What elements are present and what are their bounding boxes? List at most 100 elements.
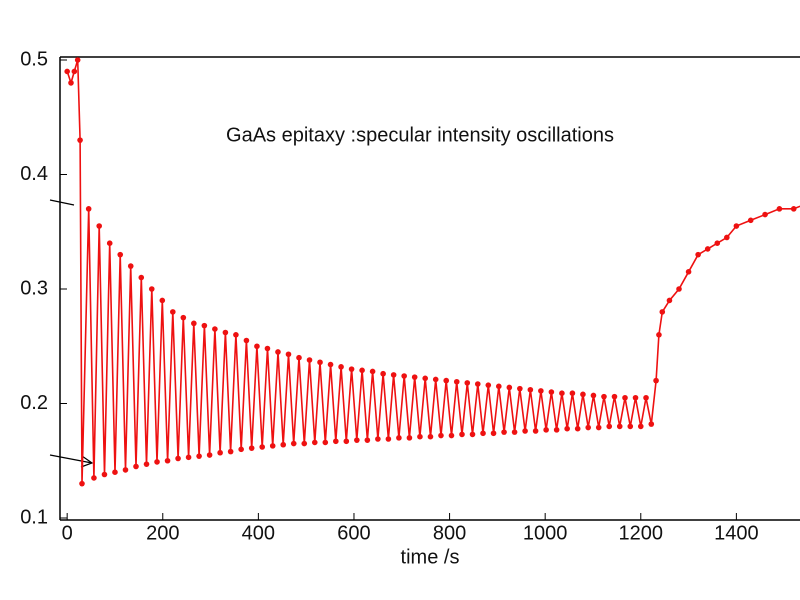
data-point: [375, 436, 381, 442]
data-point: [79, 480, 85, 487]
data-point: [280, 441, 287, 448]
data-point: [143, 461, 150, 467]
arrow: [49, 454, 93, 464]
data-point: [611, 393, 618, 400]
data-point: [776, 206, 783, 212]
x-tick-label: 0: [62, 522, 73, 544]
data-point: [206, 452, 213, 458]
data-point: [585, 424, 591, 431]
data-point: [643, 394, 649, 401]
x-tick-label: 200: [146, 522, 179, 544]
data-point: [196, 453, 202, 459]
data-point: [222, 329, 229, 336]
x-tick-label: 400: [242, 522, 275, 544]
data-point: [248, 445, 255, 451]
data-point: [543, 427, 549, 433]
data-point: [301, 440, 308, 447]
data-point: [747, 217, 754, 224]
data-point: [527, 386, 534, 393]
data-point: [64, 68, 70, 75]
data-point: [91, 475, 97, 481]
chart-title: GaAs epitaxy :specular intensity oscilla…: [226, 124, 614, 146]
data-point: [501, 429, 507, 435]
data-point: [422, 375, 428, 382]
data-point: [122, 467, 129, 473]
data-point: [432, 376, 439, 383]
data-point: [212, 326, 218, 332]
data-point: [580, 391, 586, 398]
data-point: [485, 382, 492, 388]
data-point: [343, 438, 350, 445]
data-point: [306, 357, 313, 363]
data-point: [496, 383, 502, 390]
data-point: [101, 471, 108, 478]
data-point: [380, 370, 386, 377]
data-point: [406, 435, 413, 441]
data-point: [564, 425, 570, 432]
data-point: [159, 297, 166, 304]
data-point: [269, 443, 276, 449]
data-point: [71, 68, 78, 75]
data-point: [390, 372, 397, 378]
data-point: [480, 430, 486, 437]
data-point: [201, 322, 208, 329]
data-point: [569, 390, 576, 396]
data-point: [637, 423, 644, 430]
data-point: [659, 309, 666, 315]
data-point: [154, 459, 160, 465]
data-point: [685, 269, 692, 275]
data-point: [133, 463, 139, 470]
data-point: [401, 373, 407, 379]
y-tick-label: 0.5: [20, 48, 48, 70]
data-point: [704, 246, 711, 252]
data-point: [164, 457, 171, 464]
y-tick-label: 0.3: [20, 277, 48, 299]
data-point: [632, 394, 639, 401]
data-point: [474, 381, 481, 387]
data-point: [595, 424, 602, 431]
data-point: [411, 374, 418, 380]
data-point: [175, 455, 181, 462]
data-point: [322, 439, 329, 446]
x-axis-label: time /s: [401, 546, 460, 568]
data-point: [714, 240, 721, 246]
data-point: [85, 206, 92, 212]
data-point: [117, 251, 124, 258]
data-point: [369, 368, 376, 375]
data-point: [517, 385, 523, 392]
data-point: [396, 435, 402, 441]
data-point: [762, 211, 768, 218]
arrow: [49, 199, 75, 206]
data-point: [653, 377, 659, 384]
data-point: [338, 364, 344, 370]
data-point: [724, 234, 730, 241]
data-point: [359, 367, 365, 374]
data-point: [227, 448, 234, 455]
data-point: [112, 469, 118, 476]
data-point: [427, 433, 434, 440]
x-tick-label: 800: [433, 522, 466, 544]
y-tick-label: 0.4: [20, 163, 48, 185]
data-point: [522, 428, 528, 434]
data-point: [438, 432, 444, 439]
data-point: [170, 309, 176, 315]
x-tick-label: 600: [337, 522, 370, 544]
data-point: [311, 439, 318, 446]
data-point: [96, 223, 102, 229]
data-point: [275, 349, 281, 355]
x-tick-label: 1000: [523, 522, 568, 544]
data-point: [790, 206, 797, 212]
data-point: [180, 314, 187, 321]
data-line: [66, 59, 800, 484]
data-point: [385, 436, 392, 442]
data-point: [138, 274, 145, 281]
data-point: [559, 390, 565, 396]
data-point: [606, 423, 613, 430]
data-point: [648, 421, 655, 427]
data-point: [317, 359, 323, 366]
data-point: [68, 80, 74, 86]
data-point: [733, 223, 740, 229]
x-tick-label: 1200: [619, 522, 664, 544]
data-point: [354, 437, 360, 443]
